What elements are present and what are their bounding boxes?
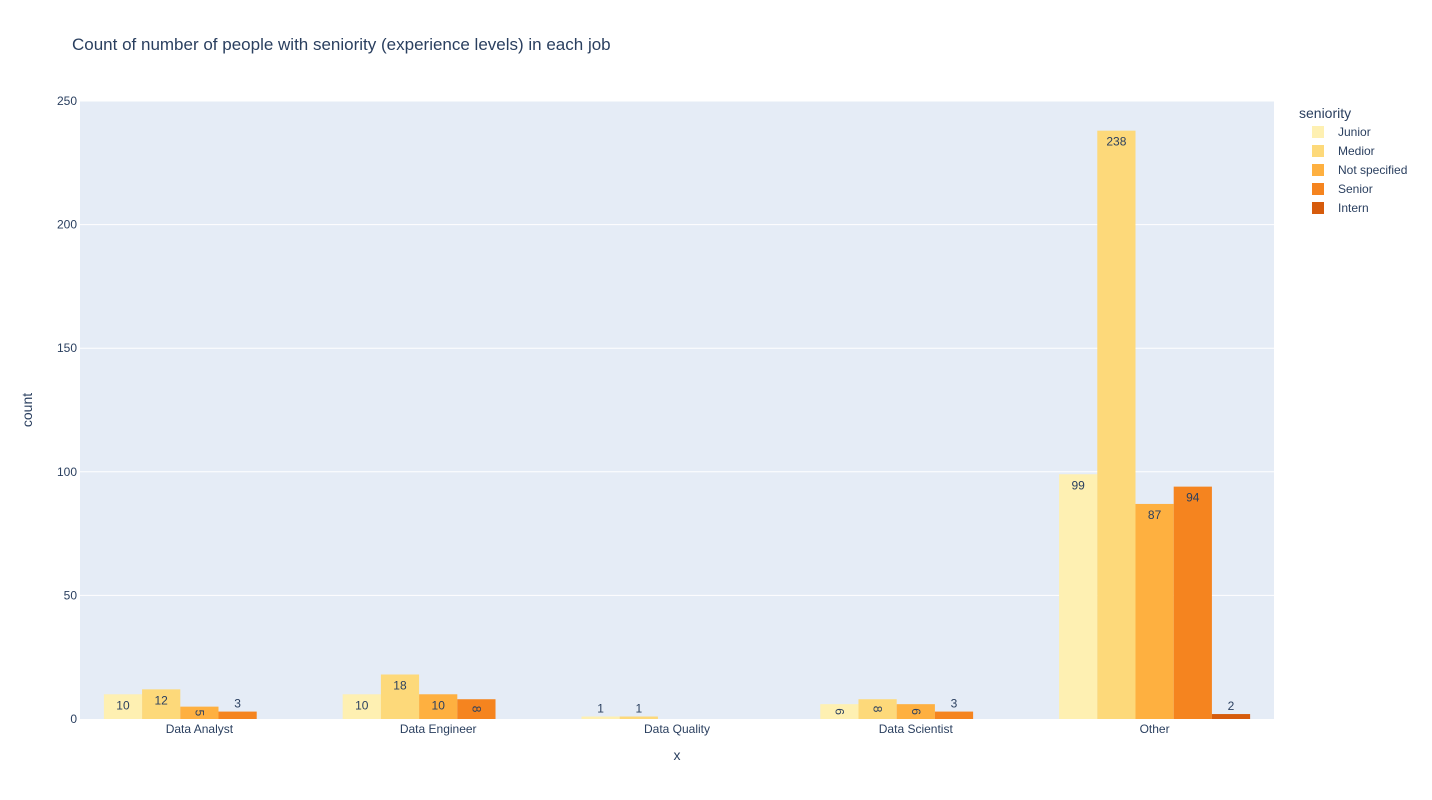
legend-swatch: [1312, 145, 1324, 157]
legend-label: Not specified: [1338, 163, 1407, 177]
legend[interactable]: seniority Junior Medior Not specified Senio…: [1299, 105, 1407, 215]
bar[interactable]: [934, 711, 974, 719]
bar-value-label: 3: [951, 697, 958, 711]
bar[interactable]: [180, 706, 219, 719]
x-tick-label: Data Analyst: [166, 722, 234, 736]
bar[interactable]: [619, 716, 658, 719]
bar[interactable]: [218, 711, 257, 719]
bar[interactable]: [1173, 486, 1212, 719]
y-tick-label: 250: [57, 94, 77, 108]
bar-value-label: 8: [871, 706, 885, 713]
legend-item[interactable]: Intern: [1312, 201, 1369, 215]
x-axis-title: x: [674, 747, 681, 763]
y-axis-title: count: [19, 393, 35, 427]
bar-value-label: 87: [1148, 508, 1162, 522]
legend-swatch: [1312, 183, 1324, 195]
bar-value-label: 8: [469, 706, 483, 713]
bar-value-label: 1: [635, 702, 642, 716]
legend-title: seniority: [1299, 105, 1351, 121]
bar[interactable]: [342, 694, 381, 719]
x-tick-label: Other: [1140, 722, 1170, 736]
legend-item[interactable]: Junior: [1312, 125, 1371, 139]
bar[interactable]: [1211, 714, 1251, 719]
bar-value-label: 6: [832, 708, 846, 715]
bar-value-label: 1: [597, 702, 604, 716]
legend-swatch: [1312, 164, 1324, 176]
bar-value-label: 238: [1106, 135, 1126, 149]
legend-label: Medior: [1338, 144, 1375, 158]
legend-item[interactable]: Not specified: [1312, 163, 1407, 177]
bar[interactable]: [1135, 503, 1174, 719]
bar[interactable]: [896, 704, 935, 719]
y-tick-label: 150: [57, 341, 77, 355]
chart-title: Count of number of people with seniority…: [72, 35, 611, 54]
bar-value-label: 10: [116, 698, 130, 712]
x-axis-ticks: Data Analyst Data Engineer Data Quality Dat…: [166, 722, 1170, 736]
bar-value-label: 6: [909, 708, 923, 715]
y-tick-label: 0: [70, 712, 77, 726]
bar-value-label: 10: [432, 698, 446, 712]
x-tick-label: Data Scientist: [879, 722, 954, 736]
bar-value-label: 2: [1228, 699, 1235, 713]
bar[interactable]: [380, 674, 420, 719]
legend-label: Intern: [1338, 201, 1369, 215]
bar[interactable]: [858, 699, 897, 719]
legend-swatch: [1312, 126, 1324, 138]
legend-label: Junior: [1338, 125, 1371, 139]
bar[interactable]: [1097, 130, 1136, 719]
bar[interactable]: [457, 699, 496, 719]
bar-value-label: 99: [1072, 478, 1086, 492]
bar-value-label: 3: [234, 697, 241, 711]
y-axis-ticks: 0 50 100 150 200 250: [57, 94, 77, 726]
bar[interactable]: [820, 704, 859, 719]
y-tick-label: 200: [57, 218, 77, 232]
legend-swatch: [1312, 202, 1324, 214]
y-tick-label: 100: [57, 465, 77, 479]
x-tick-label: Data Quality: [644, 722, 710, 736]
bar-value-label: 12: [155, 693, 169, 707]
bar-value-label: 10: [355, 698, 369, 712]
y-tick-label: 50: [64, 588, 78, 602]
bar-value-label: 18: [393, 679, 407, 693]
bar-value-label: 5: [192, 709, 206, 716]
x-tick-label: Data Engineer: [400, 722, 477, 736]
bar[interactable]: [103, 694, 143, 719]
bar[interactable]: [419, 694, 458, 719]
bars: 10 12 5 3 10 18 10 8 1 1 6 8 6 3 99 238 87 94 2: [103, 130, 1251, 719]
legend-item[interactable]: Senior: [1312, 182, 1373, 196]
bar[interactable]: [1059, 474, 1098, 719]
bar-value-label: 94: [1186, 491, 1200, 505]
legend-item[interactable]: Medior: [1312, 144, 1375, 158]
legend-label: Senior: [1338, 182, 1373, 196]
bar[interactable]: [581, 716, 620, 719]
bar[interactable]: [142, 689, 181, 719]
